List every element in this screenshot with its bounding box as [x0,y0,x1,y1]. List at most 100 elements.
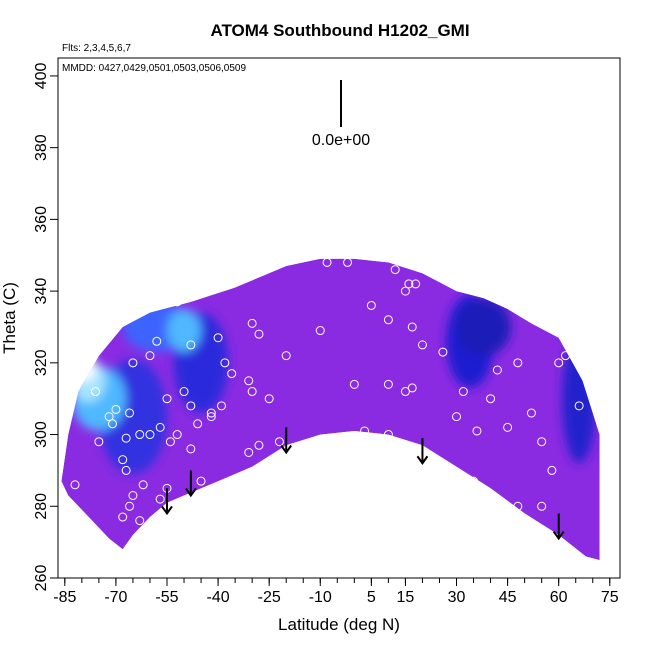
sample-point [145,430,155,440]
color-feature-yellow_core [71,346,93,365]
sample-point [513,501,523,511]
sample-point [118,455,128,465]
x-axis-label: Latitude (deg N) [278,615,400,634]
sample-point [366,300,376,310]
scale-label: 0.0e+00 [312,132,370,149]
x-tick-label: 15 [397,589,415,606]
sample-point [125,408,135,418]
x-tick-label: -10 [309,589,332,606]
sample-point [561,351,571,361]
sample-point [383,430,393,440]
sample-point [186,444,196,454]
y-axis: 260 280 300 320 340 360 380 400 [33,62,58,591]
sample-point [264,394,274,404]
sample-point [407,322,417,332]
flight-arrow [280,427,293,455]
sample-point [186,340,196,350]
sample-point [254,329,264,339]
sample-point [322,257,332,267]
color-feature-light_blue_south [71,359,106,403]
sample-point [121,433,131,443]
sample-point [315,326,325,336]
plot-frame [57,57,621,579]
sample-point [438,347,448,357]
sample-point [383,315,393,325]
sample-point [94,437,104,447]
color-feature-white_core [75,359,96,381]
color-feature-cyan_upper [166,309,202,353]
sample-point [216,401,226,411]
sample-point [417,340,427,350]
sample-point [162,394,172,404]
flight-arrow [161,488,173,516]
sample-point [492,365,502,375]
sample-point [537,437,547,447]
x-tick-label: 5 [367,589,376,606]
y-tick-label: 300 [33,421,50,448]
sample-point [458,387,468,397]
sample-point [574,401,584,411]
sample-point [254,440,264,450]
sample-point [400,286,410,296]
sample-point [486,394,496,404]
sample-point [128,491,138,501]
x-axis: -85 -70 -55 -40 -25 -10 5 15 30 45 60 75 [53,578,619,606]
sample-point [104,412,114,422]
flight-arrow [185,470,197,498]
sample-point [186,401,196,411]
chart-title: ATOM4 Southbound H1202_GMI [210,21,469,40]
sample-point [206,408,216,418]
sample-point [400,440,410,450]
sample-point [90,387,100,397]
sample-point [138,480,148,490]
sample-point [452,412,462,422]
sample-point [213,333,223,343]
sample-point [526,408,536,418]
sample-point [472,426,482,436]
sample-point [404,279,414,289]
dates-annotation: MMDD: 0427,0429,0501,0503,0506,0509 [62,63,246,74]
sample-point [400,387,410,397]
sample-point [469,476,479,486]
sample-point [172,297,182,307]
sample-point [343,257,353,267]
sample-point [537,501,547,511]
y-tick-label: 380 [33,134,50,161]
sample-point [179,387,189,397]
x-tick-label: -85 [53,589,76,606]
sample-point [128,544,138,554]
x-tick-label: -55 [155,589,178,606]
sample-point [503,422,513,432]
sample-point [107,419,117,429]
sample-point [121,465,131,475]
sample-point [383,379,393,389]
sample-point [247,387,257,397]
color-feature-dark_edge_north [562,334,597,464]
sample-point [193,419,203,429]
x-tick-label: 75 [601,589,619,606]
sample-point [111,404,121,414]
y-tick-label: 340 [33,278,50,305]
x-tick-label: 30 [448,589,466,606]
x-tick-label: 45 [499,589,517,606]
y-tick-label: 400 [33,62,50,89]
sample-point [155,422,165,432]
sample-point [360,426,370,436]
sample-point [135,430,145,440]
sample-point [407,383,417,393]
flight-arrows [161,427,565,541]
sample-point [547,465,557,475]
y-axis-label: Theta (C) [0,282,19,354]
sample-point [349,379,359,389]
x-tick-label: -25 [258,589,281,606]
x-tick-label: 60 [550,589,568,606]
sample-point [554,358,564,368]
sample-point [227,369,237,379]
x-tick-label: -70 [104,589,127,606]
sample-point [125,501,135,511]
sample-point [118,512,128,522]
flight-arrow [552,513,565,541]
sample-point [206,412,216,422]
sample-point [128,358,138,368]
sample-point [237,473,247,483]
